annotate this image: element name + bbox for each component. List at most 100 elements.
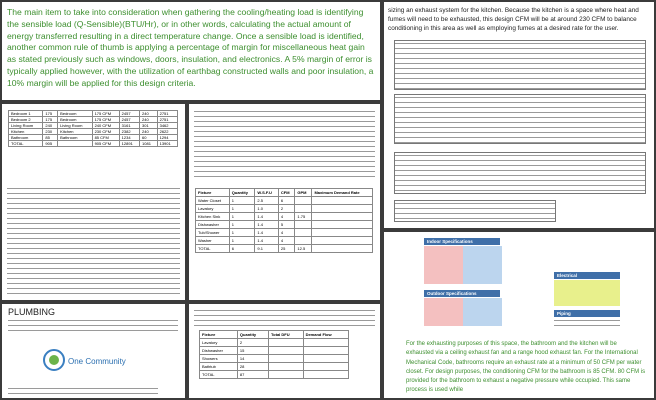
table-cell: 12.5: [294, 244, 313, 253]
table-cell: 9.1: [254, 244, 279, 253]
table-cell: 6: [277, 196, 296, 205]
body-text: [7, 186, 180, 294]
spec-sheet: [394, 152, 646, 194]
room-panel: Bedroom 1 175 Bedroom 175 CFM 2457 240 2751 Bed…: [2, 104, 185, 300]
fixture-panel: Fixture Quantity W.S.F.U CFM GPM Maximum Dema…: [189, 104, 380, 300]
electrical-heading: Electrical: [554, 272, 620, 279]
table-row: TOTAL 6 9.1 25 12.5: [195, 244, 373, 253]
table-cell: [294, 196, 313, 205]
electrical-grid: [554, 280, 620, 306]
exhaust-fan-text: For the exhausting purposes of this spac…: [406, 341, 646, 394]
table-cell: Bathtub: [199, 362, 238, 371]
spec-sheet: [394, 200, 556, 222]
table-cell: Total DFU: [268, 330, 304, 339]
table-cell: 2: [277, 204, 296, 213]
table-cell: 4: [277, 236, 296, 245]
diagram-panel: Indoor Specifications Outdoor Specificat…: [384, 232, 654, 398]
fixture-table: Fixture Quantity W.S.F.U CFM GPM Maximum Dema…: [195, 188, 373, 253]
table-cell: [311, 196, 373, 205]
table-cell: 905: [42, 140, 59, 147]
table-cell: Washer: [195, 236, 230, 245]
table-cell: Quantity: [228, 188, 256, 197]
table-cell: 87: [236, 370, 270, 379]
table-row: Bathtub 28: [199, 362, 350, 371]
exhaust-panel: sizing an exhaust system for the kitchen…: [384, 2, 654, 228]
table-cell: [294, 220, 313, 229]
logo-text: One Community: [68, 357, 126, 366]
table-row: TOTAL 905 905 CFM 12891 1081 13901: [7, 140, 179, 147]
table-cell: 1081: [139, 140, 158, 147]
table-cell: 5: [277, 220, 296, 229]
table-cell: [57, 140, 93, 147]
table-cell: Kitchen Sink: [195, 212, 230, 221]
table-row: TOTAL 87: [199, 370, 350, 379]
indoor-grid: [424, 246, 502, 284]
logo: One Community: [43, 349, 126, 371]
cooling-text: The main item to take into consideration…: [7, 7, 374, 88]
table-cell: Maximum Demand Rate: [311, 188, 373, 197]
table-cell: [294, 228, 313, 237]
spec-sheet: [394, 40, 646, 90]
table-cell: 1: [228, 212, 256, 221]
table-cell: 4: [277, 228, 296, 237]
table-row: Fixture Quantity Total DFU Demand Flow: [199, 330, 350, 339]
table-cell: 4: [277, 212, 296, 221]
table-cell: 1.4: [254, 212, 279, 221]
table-cell: 1: [228, 196, 256, 205]
table-cell: Dishwasher: [199, 346, 238, 355]
table-cell: 15: [236, 346, 270, 355]
table-cell: [302, 370, 350, 379]
outdoor-heading: Outdoor Specifications: [424, 290, 500, 297]
table-cell: 13901: [156, 140, 179, 147]
table-cell: 1.75: [294, 212, 313, 221]
table-row: Water Closet 1 2.5 6: [195, 196, 373, 205]
table-row: Lavatory 1 1.0 2: [195, 204, 373, 213]
table-cell: Water Closet: [195, 196, 230, 205]
table-cell: 1.4: [254, 220, 279, 229]
table-cell: W.S.F.U: [254, 188, 279, 197]
table-cell: [268, 346, 304, 355]
table-cell: TOTAL: [7, 140, 44, 147]
table-cell: Lavatory: [195, 204, 230, 213]
body-text: [8, 318, 178, 332]
table-row: Dishwasher 15: [199, 346, 350, 355]
table-cell: TOTAL: [199, 370, 238, 379]
table-cell: [311, 236, 373, 245]
table-cell: Fixture: [195, 188, 230, 197]
table-cell: 6: [228, 244, 256, 253]
table-cell: 1.4: [254, 228, 279, 237]
table-cell: Tub/Shower: [195, 228, 230, 237]
plumbing-panel: PLUMBING One Community: [2, 304, 185, 398]
table-cell: Showers: [199, 354, 238, 363]
table-cell: 905 CFM: [91, 140, 120, 147]
table-cell: 14: [236, 354, 270, 363]
table-cell: Dishwasher: [195, 220, 230, 229]
table-cell: [311, 228, 373, 237]
table-cell: [268, 354, 304, 363]
table-cell: [311, 212, 373, 221]
table-cell: 1: [228, 236, 256, 245]
table-row: Bathroom 85 Bathroom 85 CFM 1234 60 1294: [7, 134, 179, 141]
spec-sheet: [394, 94, 646, 144]
table-cell: [311, 244, 373, 253]
table-cell: [311, 204, 373, 213]
table-cell: [294, 236, 313, 245]
table-cell: Fixture: [199, 330, 238, 339]
table-cell: [302, 362, 350, 371]
indoor-heading: Indoor Specifications: [424, 238, 500, 245]
plumbing-heading: PLUMBING: [8, 307, 56, 317]
table-cell: 2.5: [254, 196, 279, 205]
dfu-table: Fixture Quantity Total DFU Demand Flow Lavat…: [199, 330, 350, 379]
exhaust-text: sizing an exhaust system for the kitchen…: [388, 7, 639, 32]
cooling-panel: The main item to take into consideration…: [2, 2, 380, 100]
table-cell: 1.4: [254, 236, 279, 245]
table-cell: [302, 338, 350, 347]
body-text: [194, 308, 375, 326]
table-cell: CFM: [277, 188, 296, 197]
table-cell: [268, 370, 304, 379]
outdoor-grid: [424, 298, 502, 326]
body-text: [194, 109, 375, 181]
table-row: Washer 1 1.4 4: [195, 236, 373, 245]
table-cell: [302, 346, 350, 355]
